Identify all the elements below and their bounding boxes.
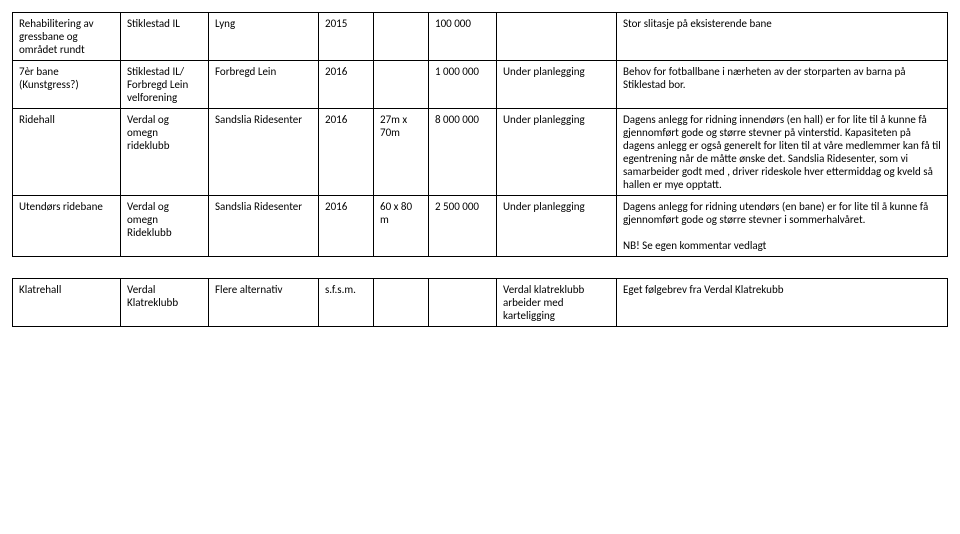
cell-c1: Klatrehall — [13, 279, 121, 327]
cell-c5: 60 x 80 m — [374, 196, 429, 257]
cell-c8: Behov for fotballbane i nærheten av der … — [617, 61, 948, 109]
cell-c3: Lyng — [209, 13, 319, 61]
cell-c4: s.f.s.m. — [319, 279, 374, 327]
cell-c3: Flere alternativ — [209, 279, 319, 327]
cell-c4: 2016 — [319, 109, 374, 196]
cell-c1: 7èr bane (Kunstgress?) — [13, 61, 121, 109]
cell-c5: 27m x 70m — [374, 109, 429, 196]
cell-c8: Stor slitasje på eksisterende bane — [617, 13, 948, 61]
cell-c2: Verdal og omegn Rideklubb — [121, 196, 209, 257]
table-row: KlatrehallVerdal KlatreklubbFlere altern… — [13, 279, 948, 327]
cell-c3: Forbregd Lein — [209, 61, 319, 109]
cell-c7: Verdal klatreklubb arbeider med kartelig… — [497, 279, 617, 327]
cell-c4: 2016 — [319, 196, 374, 257]
cell-c3: Sandslia Ridesenter — [209, 109, 319, 196]
cell-c4: 2015 — [319, 13, 374, 61]
data-table: Rehabilitering av gressbane og området r… — [12, 12, 948, 327]
cell-c2: Verdal Klatreklubb — [121, 279, 209, 327]
cell-c5 — [374, 279, 429, 327]
table-row: Utendørs ridebaneVerdal og omegn Rideklu… — [13, 196, 948, 257]
cell-c8: Dagens anlegg for ridning utendørs (en b… — [617, 196, 948, 257]
table-row: RidehallVerdal og omegn rideklubbSandsli… — [13, 109, 948, 196]
cell-c7 — [497, 13, 617, 61]
cell-c3: Sandslia Ridesenter — [209, 196, 319, 257]
cell-c6: 8 000 000 — [429, 109, 497, 196]
cell-c5 — [374, 13, 429, 61]
cell-c7: Under planlegging — [497, 196, 617, 257]
cell-c4: 2016 — [319, 61, 374, 109]
cell-c7: Under planlegging — [497, 61, 617, 109]
cell-c1: Rehabilitering av gressbane og området r… — [13, 13, 121, 61]
cell-c5 — [374, 61, 429, 109]
cell-c2: Stiklestad IL/ Forbregd Lein velforening — [121, 61, 209, 109]
cell-c6: 2 500 000 — [429, 196, 497, 257]
table-row: Rehabilitering av gressbane og området r… — [13, 13, 948, 61]
cell-c1: Ridehall — [13, 109, 121, 196]
cell-c2: Stiklestad IL — [121, 13, 209, 61]
cell-c1: Utendørs ridebane — [13, 196, 121, 257]
cell-c8: Dagens anlegg for ridning innendørs (en … — [617, 109, 948, 196]
cell-c7: Under planlegging — [497, 109, 617, 196]
cell-c6 — [429, 279, 497, 327]
cell-c8: Eget følgebrev fra Verdal Klatrekubb — [617, 279, 948, 327]
cell-c6: 100 000 — [429, 13, 497, 61]
cell-c2: Verdal og omegn rideklubb — [121, 109, 209, 196]
cell-c6: 1 000 000 — [429, 61, 497, 109]
table-row: 7èr bane (Kunstgress?)Stiklestad IL/ For… — [13, 61, 948, 109]
